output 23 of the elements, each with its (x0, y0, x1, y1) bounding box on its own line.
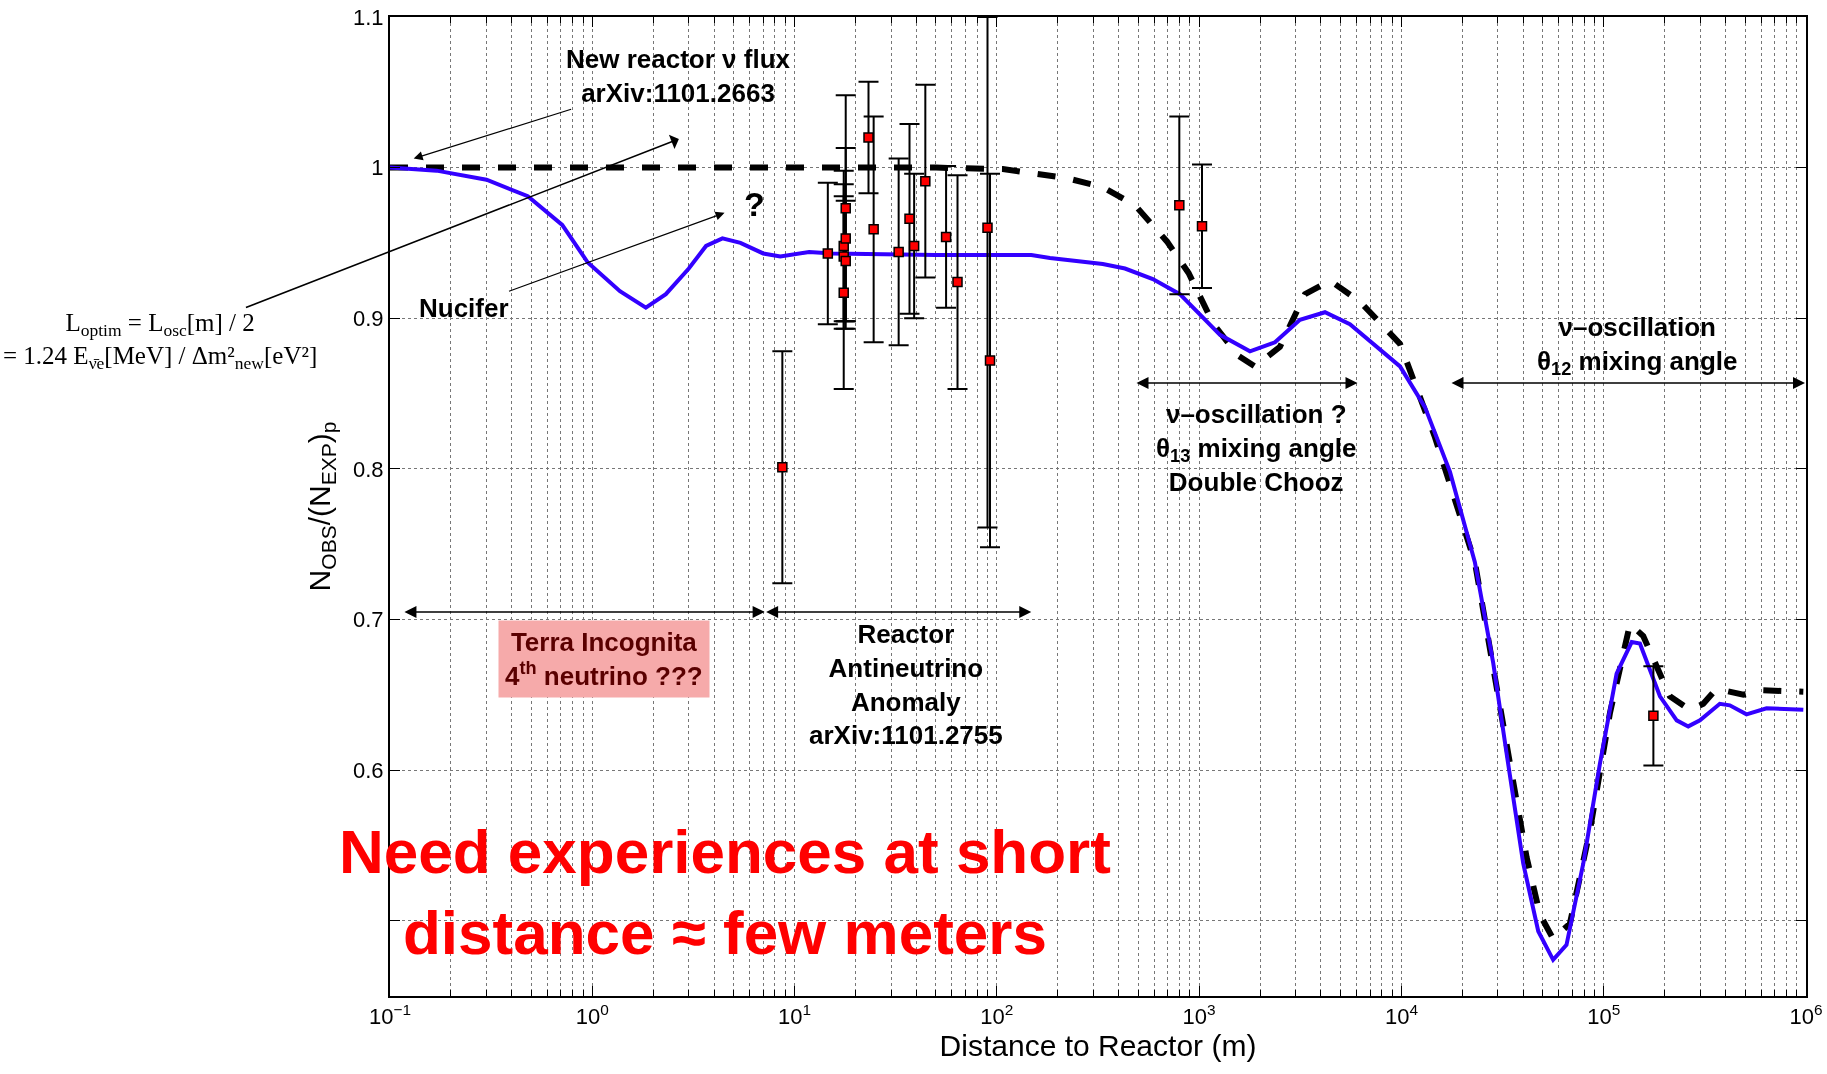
annotation: New reactor ν flux arXiv:1101.2663 (566, 44, 791, 108)
text: L$_{optim}$ = L$_{osc}$[m] / 2 = 1.24 E$_{ν̄e}$[MeV] / Δm²$_{new}$[eV²] (3, 309, 318, 373)
y-tick-label: 0.8 (353, 456, 384, 482)
x-tick-label: 10$^{−1}$ (368, 1001, 412, 1030)
y-tick-label: 0.9 (353, 305, 384, 331)
x-tick-label: 10$^{1}$ (778, 1001, 812, 1030)
x-tick-label: 10$^{6}$ (1789, 1001, 1823, 1030)
x-tick-label: 10$^{4}$ (1384, 1001, 1419, 1030)
x-tick-label: 10$^{2}$ (980, 1001, 1014, 1030)
x-tick-label: 10$^{0}$ (575, 1001, 609, 1030)
annotation: Nucifer (419, 293, 509, 323)
y-tick-label: 0.7 (353, 607, 384, 633)
annotation: ν–oscillation ? θ$_{13}$ mixing angle Double Chooz (1156, 399, 1357, 497)
x-tick-label: 10$^{3}$ (1182, 1001, 1216, 1030)
x-axis-title: Distance to Reactor (m) (939, 1029, 1257, 1063)
y-tick-label: 1 (371, 155, 384, 181)
annotation: ν–oscillation θ$_{12}$ mixing angle (1537, 312, 1738, 380)
annotation: Terra Incognita 4$^{th}$ neutrino ??? (505, 627, 703, 691)
annotation: Reactor Antineutrino Anomaly arXiv:1101.2755 (809, 619, 1003, 751)
x-tick-label: 10$^{5}$ (1587, 1001, 1621, 1030)
y-tick-label: 0.6 (353, 757, 384, 783)
annotation: ? (744, 185, 765, 223)
y-tick-label: 1.1 (353, 4, 384, 30)
